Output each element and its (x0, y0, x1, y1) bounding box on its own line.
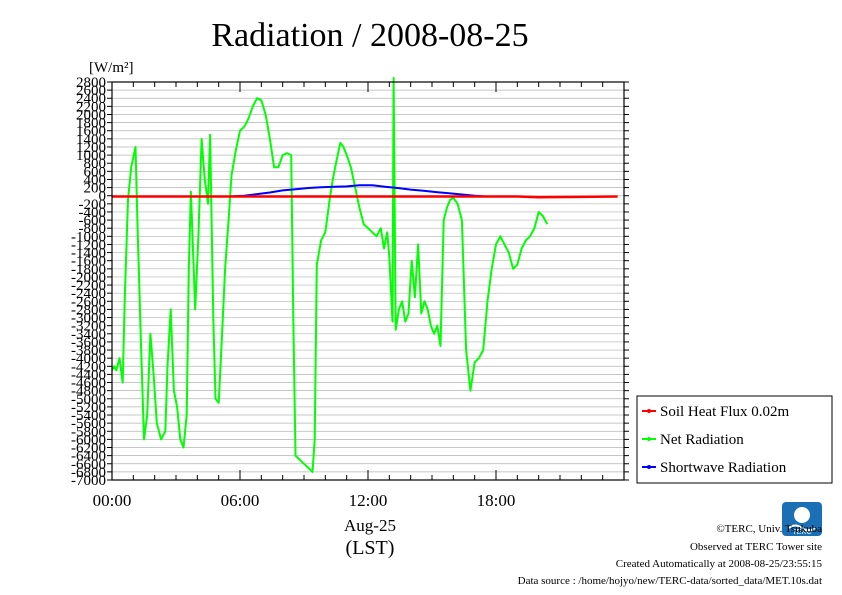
plot-border (111, 81, 625, 481)
y-tick-label: 1800 (76, 116, 106, 132)
y-tick-label: -5200 (71, 400, 106, 416)
y-tick-label: -2400 (71, 286, 106, 302)
legend-label: Soil Heat Flux 0.02m (660, 404, 790, 420)
y-tick-label: -1600 (71, 254, 106, 270)
grid-lines (112, 81, 624, 481)
x-tick-label: 00:00 (93, 491, 132, 510)
logo-text: TERC (792, 529, 811, 536)
y-tick-label: -600 (79, 213, 107, 229)
footer-source: Data source : /home/hojyo/new/TERC-data/… (518, 575, 822, 587)
footer-observed: Observed at TERC Tower site (690, 541, 822, 553)
y-tick-label: -6000 (71, 432, 106, 448)
y-tick-label: 1000 (76, 148, 106, 164)
legend-label: Shortwave Radiation (660, 460, 787, 476)
y-tick-label: -5400 (71, 408, 106, 424)
legend-marker (647, 409, 651, 413)
y-tick-label: -3000 (71, 311, 106, 327)
footer-created: Created Automatically at 2008-08-25/23:5… (616, 558, 823, 570)
y-tick-label: -4600 (71, 376, 106, 392)
series-lines (111, 76, 618, 473)
y-tick-label: 800 (84, 156, 107, 172)
y-tick-label: 2400 (76, 91, 106, 107)
y-tick-label: -3800 (71, 343, 106, 359)
x-tick-label: 12:00 (349, 491, 388, 510)
y-tick-label: -7000 (71, 473, 106, 489)
y-tick-label: 400 (84, 172, 107, 188)
y-tick-label: -6400 (71, 449, 106, 465)
y-tick-label: 600 (84, 164, 107, 180)
y-tick-label: -4000 (71, 351, 106, 367)
y-tick-label: 0 (99, 189, 107, 205)
legend: Soil Heat Flux 0.02m Net Radiation Shortwa… (636, 395, 833, 484)
legend-label: Net Radiation (660, 432, 744, 448)
y-tick-label: -4200 (71, 359, 106, 375)
y-tick-label: -4800 (71, 384, 106, 400)
y-tick-label: -5000 (71, 392, 106, 408)
series-line-net-radiation (111, 76, 549, 473)
y-tick-label: -2800 (71, 302, 106, 318)
y-tick-label: -6600 (71, 457, 106, 473)
y-axis-unit-label: [W/m²] (89, 60, 133, 76)
y-tick-label: 2600 (76, 83, 106, 99)
y-tick-label: -2600 (71, 294, 106, 310)
x-tick-label: 18:00 (477, 491, 516, 510)
y-axis-ticks: 2800260024002200200018001600140012001000… (71, 75, 629, 489)
y-tick-label: -800 (79, 221, 107, 237)
x-axis-ticks: 00:00 06:00 12:00 18:00 (93, 82, 625, 510)
footer-copyright: ©TERC, Univ. Tsukuba (716, 523, 822, 535)
y-tick-label: -4400 (71, 367, 106, 383)
y-tick-label: 1200 (76, 140, 106, 156)
x-tick-label: 06:00 (221, 491, 260, 510)
y-tick-label: -3200 (71, 319, 106, 335)
y-tick-label: -1400 (71, 246, 106, 262)
chart-title: Radiation / 2008-08-25 (211, 17, 528, 54)
y-tick-label: -6200 (71, 441, 106, 457)
y-tick-label: -5600 (71, 416, 106, 432)
y-tick-label: 2200 (76, 99, 106, 115)
y-tick-label: -1200 (71, 237, 106, 253)
y-tick-label: -6800 (71, 465, 106, 481)
y-tick-label: 1600 (76, 124, 106, 140)
series-line-soil-heat-flux-0-02m (112, 195, 618, 199)
y-tick-label: -2200 (71, 278, 106, 294)
legend-marker (647, 437, 651, 441)
legend-box (636, 395, 833, 484)
y-tick-label: -5800 (71, 424, 106, 440)
x-axis-unit-label: (LST) (346, 537, 395, 559)
y-tick-label: -1800 (71, 262, 106, 278)
y-tick-label: -1000 (71, 229, 106, 245)
legend-marker (647, 465, 651, 469)
series-line-shortwave-radiation (229, 184, 486, 198)
y-tick-label: 2800 (76, 75, 106, 91)
y-tick-label: -200 (79, 197, 107, 213)
y-tick-label: -3600 (71, 335, 106, 351)
y-tick-label: -400 (79, 205, 107, 221)
x-axis-date-label: Aug-25 (344, 516, 396, 535)
y-tick-label: 200 (84, 181, 107, 197)
terc-logo: TERC (782, 502, 822, 536)
y-tick-label: 2000 (76, 107, 106, 123)
y-tick-label: -2000 (71, 270, 106, 286)
y-tick-label: 1400 (76, 132, 106, 148)
y-tick-label: -3400 (71, 327, 106, 343)
